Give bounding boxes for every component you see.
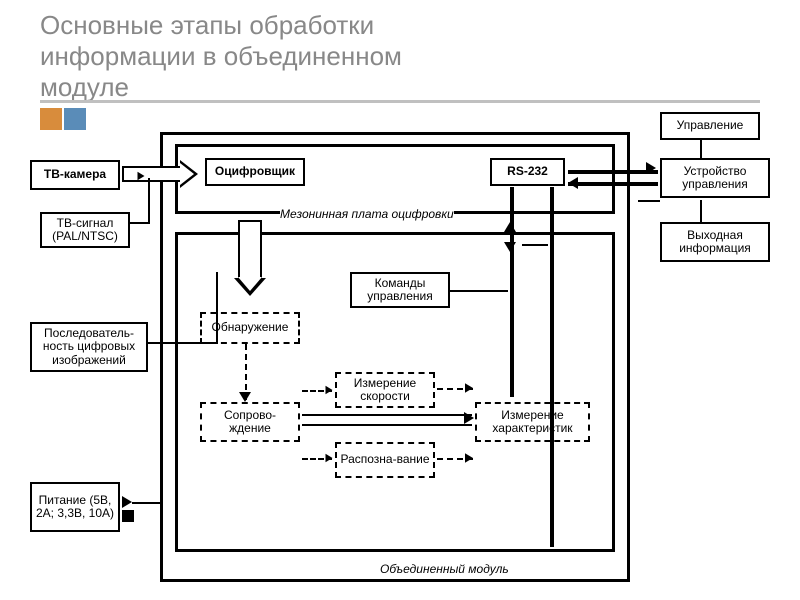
- node-detection: Обнаружение: [200, 312, 300, 344]
- line-tracking-out2: [302, 424, 472, 426]
- pointer-tv-signal-v: [148, 178, 150, 224]
- pointer-output: [700, 200, 702, 222]
- node-recognition: Распозна-вание: [335, 442, 435, 478]
- arrow-rs232-right: [646, 162, 656, 174]
- arrow-speed-char: [465, 383, 473, 393]
- node-output-info: Выходная информация: [660, 222, 770, 262]
- node-rs232: RS-232: [490, 158, 565, 186]
- node-control-device: Устройство управления: [660, 158, 770, 198]
- bus-v1-up: [504, 222, 516, 232]
- bus-v2: [550, 187, 554, 547]
- line-commands-bus: [450, 290, 508, 292]
- line-rs232-device2: [568, 182, 658, 186]
- arrow-tracking-recog: [326, 454, 333, 462]
- title-line1: Основные этапы обработки: [40, 10, 374, 40]
- node-tv-camera: ТВ-камера: [30, 160, 120, 190]
- line-rs232-device: [568, 170, 658, 174]
- title-line2: информации в объединенном: [40, 41, 402, 71]
- outer-frame-label: Объединенный модуль: [380, 562, 509, 576]
- line-char-bus: [522, 244, 548, 246]
- arrow-power: [122, 496, 132, 508]
- bus-v1: [510, 187, 514, 397]
- power-connector: [122, 510, 134, 522]
- node-seq-digital: Последователь-ность цифровых изображений: [30, 322, 148, 372]
- arrow-recog-char: [465, 453, 473, 463]
- node-tracking: Сопрово-ждение: [200, 402, 300, 442]
- mezzanine-label: Мезонинная плата оцифровки: [280, 207, 454, 221]
- page-title: Основные этапы обработки информации в об…: [40, 10, 402, 104]
- line-tracking-out1: [302, 414, 472, 416]
- pointer-seq-digital-v: [216, 272, 218, 342]
- node-speed: Измерение скорости: [335, 372, 435, 408]
- arrow-tracking-char: [464, 412, 474, 424]
- pointer-tv-signal: [130, 222, 150, 224]
- bus-v1-down: [504, 242, 516, 252]
- node-tv-signal: ТВ-сигнал (PAL/NTSC): [40, 212, 130, 248]
- node-commands: Команды управления: [350, 272, 450, 308]
- arrow-power-line: [132, 502, 160, 504]
- arrow-tracking-speed: [326, 386, 333, 394]
- pointer-output-h: [638, 200, 660, 202]
- pointer-tv-signal-head: [138, 172, 145, 180]
- diagram-canvas: Объединенный модуль Мезонинная плата оци…: [20, 92, 780, 592]
- node-power: Питание (5В, 2А; 3,3В, 10A): [30, 482, 120, 532]
- node-characteristics: Измерение характеристик: [475, 402, 590, 442]
- arrow-detection-tracking-head: [239, 392, 251, 402]
- arrow-camera-digitizer: [122, 166, 182, 182]
- pointer-seq-digital: [148, 342, 218, 344]
- pointer-control: [700, 140, 702, 158]
- node-control: Управление: [660, 112, 760, 140]
- arrow-digitizer-down: [238, 220, 262, 280]
- node-digitizer: Оцифровщик: [205, 158, 305, 186]
